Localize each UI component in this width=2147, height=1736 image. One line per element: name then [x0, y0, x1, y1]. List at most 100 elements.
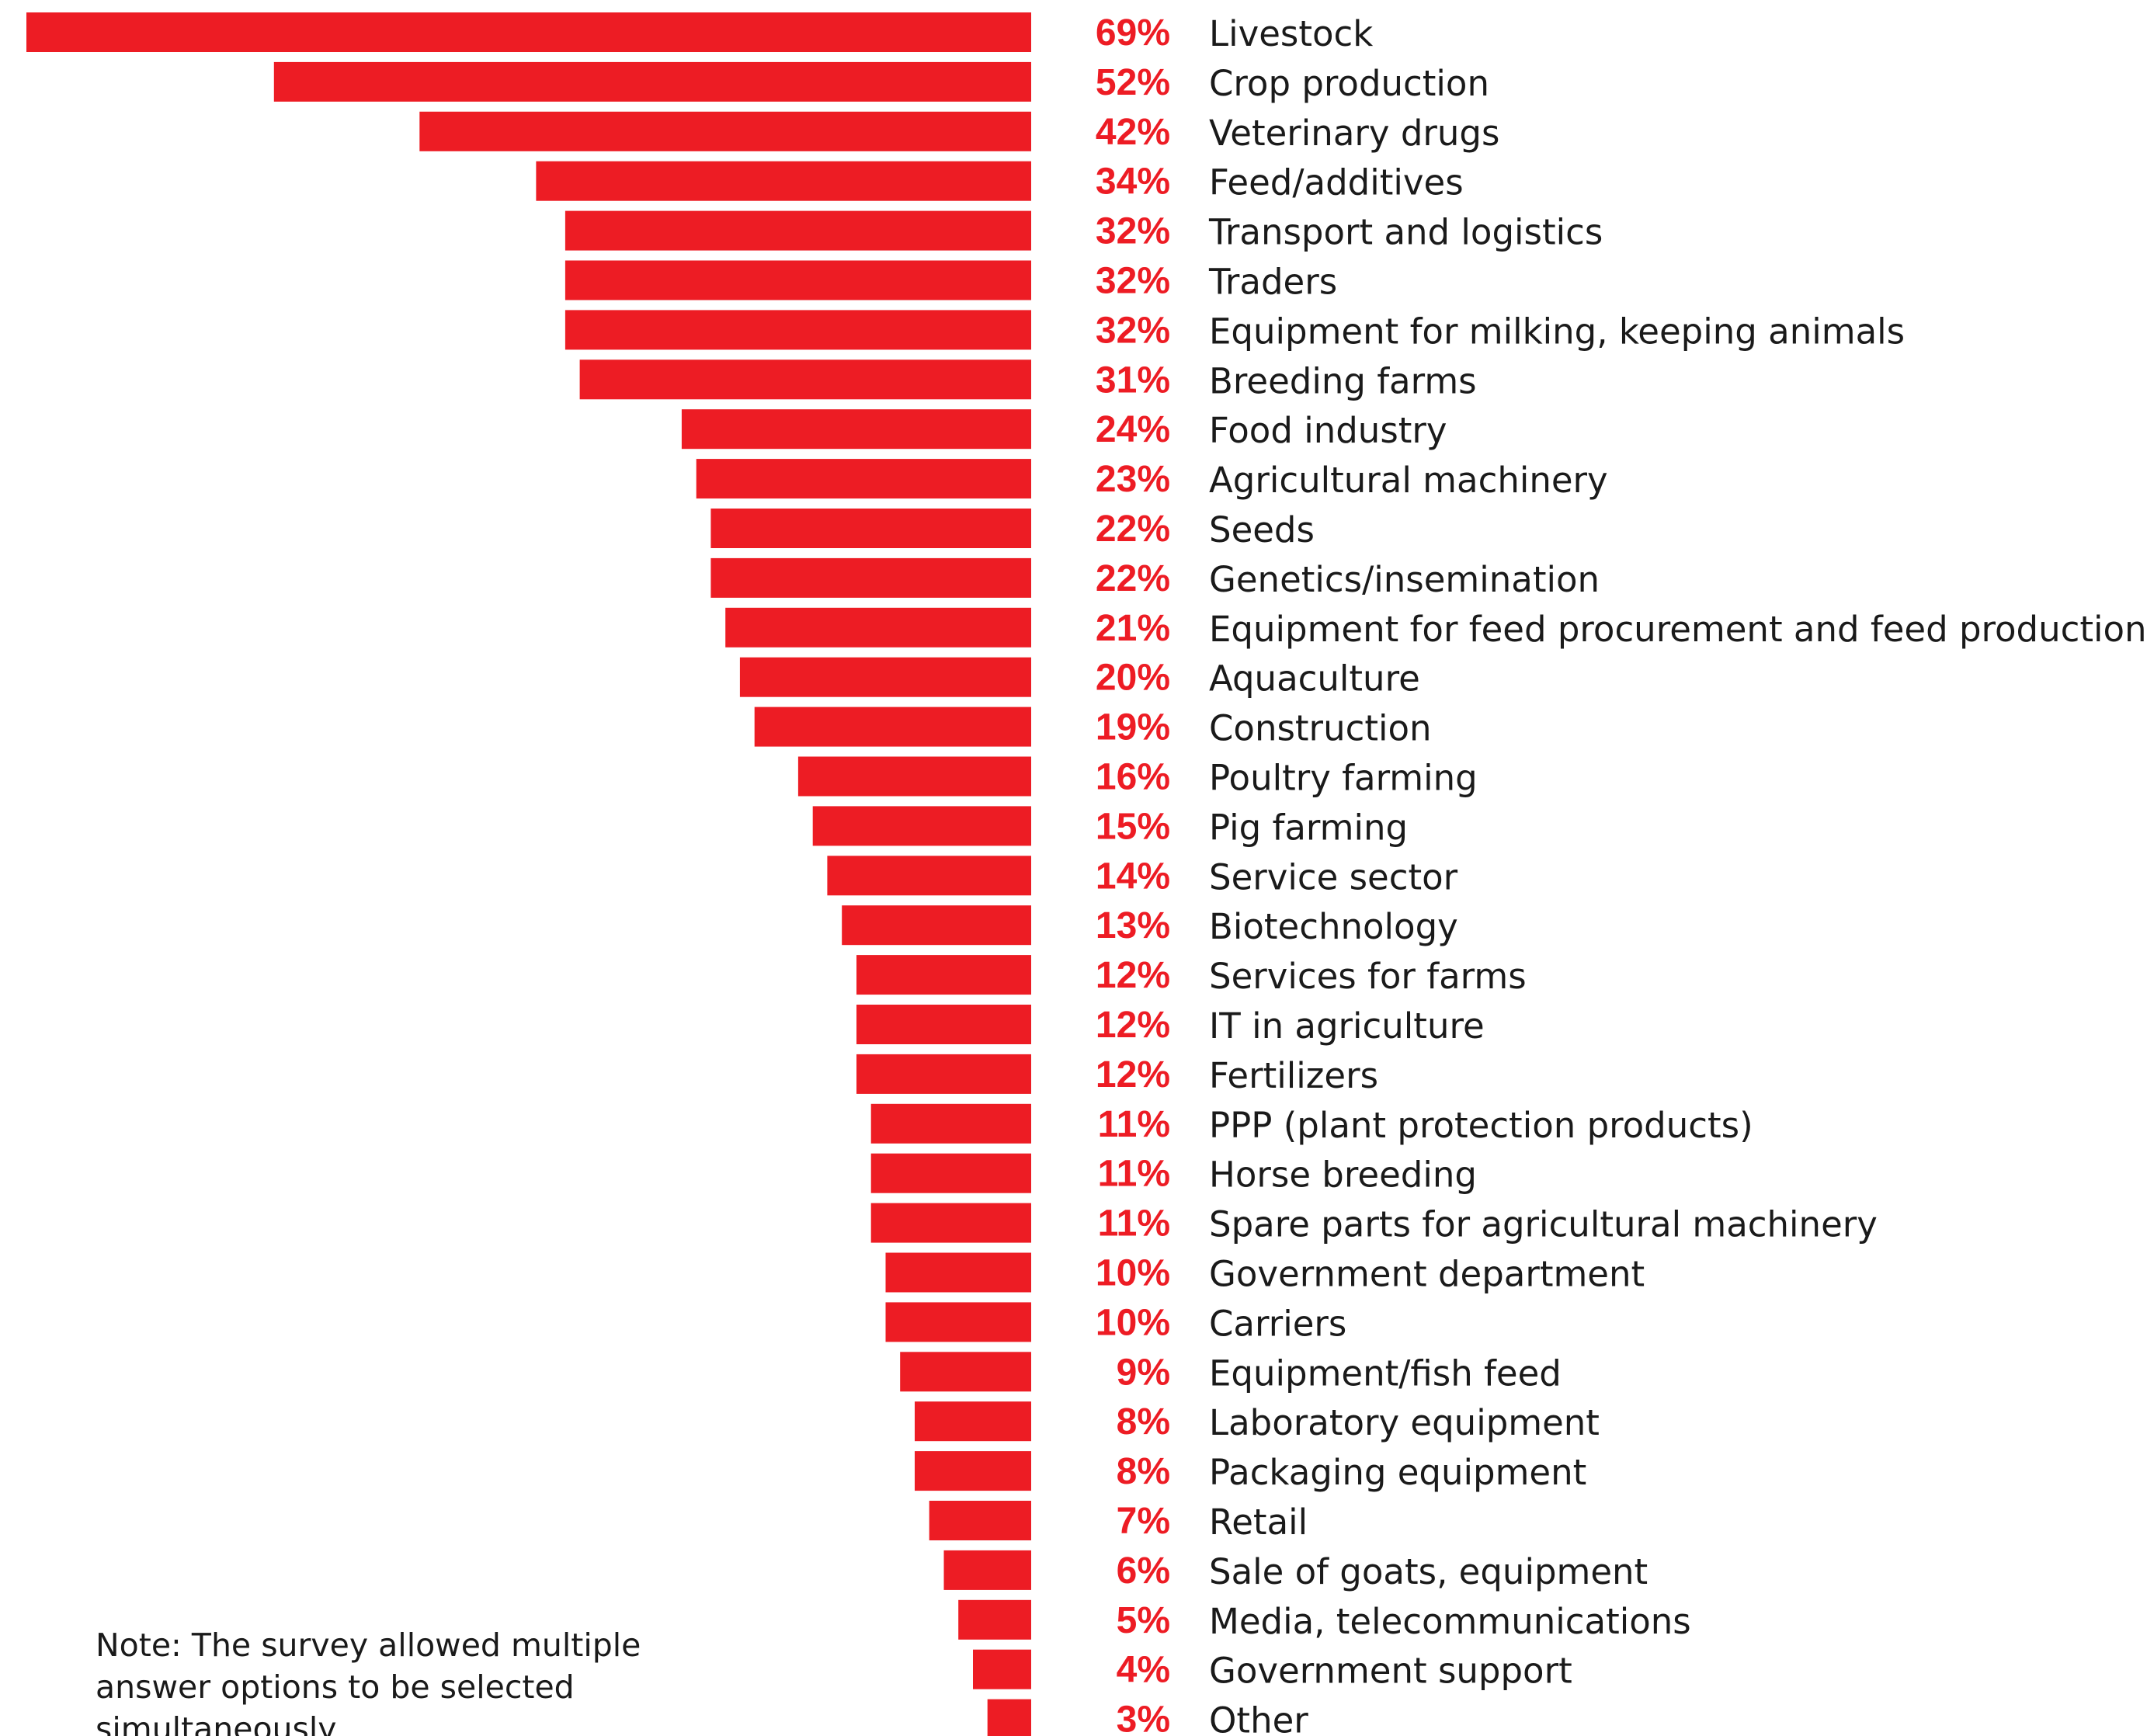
bar: [870, 1203, 1031, 1243]
bar: [536, 161, 1031, 201]
bar: [885, 1252, 1031, 1293]
category-label: Crop production: [1209, 63, 1489, 104]
value-label: 19%: [1096, 707, 1170, 748]
value-label: 7%: [1117, 1501, 1170, 1542]
category-label: Aquaculture: [1209, 658, 1420, 700]
value-label: 32%: [1096, 261, 1170, 302]
bar: [915, 1451, 1031, 1491]
category-label: Equipment for milking, keeping animals: [1209, 311, 1905, 352]
bar: [710, 509, 1031, 548]
value-label: 11%: [1098, 1154, 1170, 1195]
bar: [987, 1699, 1031, 1736]
value-label: 11%: [1098, 1104, 1170, 1145]
bar: [26, 12, 1031, 52]
value-label: 13%: [1096, 905, 1170, 946]
category-label: Sale of goats, equipment: [1209, 1551, 1648, 1592]
bar: [565, 310, 1031, 350]
value-label: 8%: [1117, 1401, 1170, 1443]
category-label: Transport and logistics: [1208, 212, 1603, 253]
category-label: Services for farms: [1209, 956, 1527, 997]
bar: [856, 1054, 1031, 1094]
value-label: 12%: [1096, 1054, 1170, 1095]
value-label: 20%: [1096, 658, 1170, 699]
value-label: 52%: [1096, 62, 1170, 103]
bar: [754, 707, 1031, 747]
value-label: 22%: [1096, 509, 1170, 550]
category-label: Other: [1209, 1700, 1308, 1736]
category-label: Livestock: [1209, 13, 1373, 54]
value-label: 11%: [1098, 1203, 1170, 1245]
bar: [943, 1550, 1031, 1590]
category-label: PPP (plant protection products): [1209, 1105, 1753, 1146]
value-label: 32%: [1096, 211, 1170, 252]
category-label: Government support: [1209, 1651, 1572, 1692]
category-label: Agricultural machinery: [1209, 460, 1608, 501]
value-label: 12%: [1096, 955, 1170, 996]
category-label: Spare parts for agricultural machinery: [1209, 1204, 1878, 1245]
bar: [885, 1302, 1031, 1342]
value-label: 5%: [1117, 1600, 1170, 1641]
value-label: 9%: [1117, 1352, 1170, 1393]
category-label: Poultry farming: [1209, 758, 1478, 799]
bar: [958, 1599, 1031, 1640]
value-label: 21%: [1096, 608, 1170, 649]
category-label: Genetics/insemination: [1209, 559, 1600, 600]
value-label: 34%: [1096, 161, 1170, 203]
bar: [812, 806, 1031, 846]
category-label: Laboratory equipment: [1209, 1402, 1600, 1443]
value-label: 10%: [1096, 1302, 1170, 1343]
bar: [856, 1005, 1031, 1044]
category-label: Horse breeding: [1209, 1154, 1477, 1196]
category-label: Equipment for feed procurement and feed …: [1209, 609, 2147, 650]
category-label: Packaging equipment: [1209, 1452, 1586, 1493]
value-label: 22%: [1096, 558, 1170, 599]
bar: [681, 409, 1031, 450]
value-label: 24%: [1096, 409, 1170, 450]
survey-note: Note: The survey allowed multiple answer…: [96, 1627, 641, 1736]
bar: [856, 955, 1031, 995]
category-label: Feed/additives: [1209, 162, 1464, 203]
bar: [419, 111, 1031, 151]
bar: [579, 359, 1031, 400]
value-label: 10%: [1096, 1253, 1170, 1294]
value-label: 8%: [1117, 1451, 1170, 1492]
bar: [273, 61, 1031, 102]
bar: [915, 1401, 1031, 1442]
category-label: Government department: [1209, 1254, 1645, 1295]
category-label: Food industry: [1209, 410, 1447, 451]
category-label: Pig farming: [1209, 807, 1408, 848]
bar: [842, 905, 1031, 946]
category-label: Breeding farms: [1209, 360, 1477, 401]
category-label: Media, telecommunications: [1209, 1601, 1691, 1642]
bar: [710, 557, 1031, 598]
value-label: 3%: [1117, 1700, 1170, 1736]
value-label: 6%: [1117, 1550, 1170, 1592]
bar: [827, 856, 1031, 896]
category-label: Construction: [1209, 708, 1432, 749]
category-label: Biotechnology: [1209, 906, 1458, 947]
bar: [929, 1501, 1031, 1540]
value-label: 42%: [1096, 112, 1170, 153]
value-label: 23%: [1096, 459, 1170, 500]
value-label: 16%: [1096, 757, 1170, 798]
category-label: Seeds: [1209, 509, 1315, 550]
category-label: Service sector: [1209, 856, 1458, 898]
value-label: 12%: [1096, 1005, 1170, 1046]
value-label: 31%: [1096, 359, 1170, 401]
value-label: 15%: [1096, 806, 1170, 847]
category-label: Retail: [1209, 1502, 1308, 1543]
category-label: Equipment/fish feed: [1209, 1352, 1562, 1394]
bar: [973, 1649, 1031, 1689]
bar: [565, 210, 1031, 251]
value-label: 14%: [1096, 856, 1170, 897]
value-label: 32%: [1096, 310, 1170, 351]
value-label: 69%: [1096, 12, 1170, 54]
category-label: Veterinary drugs: [1209, 113, 1499, 154]
value-label: 4%: [1117, 1650, 1170, 1691]
bar: [797, 756, 1031, 797]
bar: [870, 1103, 1031, 1144]
category-label: Traders: [1208, 262, 1337, 303]
category-label: Carriers: [1209, 1303, 1346, 1344]
bar: [565, 260, 1031, 300]
category-label: Fertilizers: [1209, 1055, 1378, 1096]
